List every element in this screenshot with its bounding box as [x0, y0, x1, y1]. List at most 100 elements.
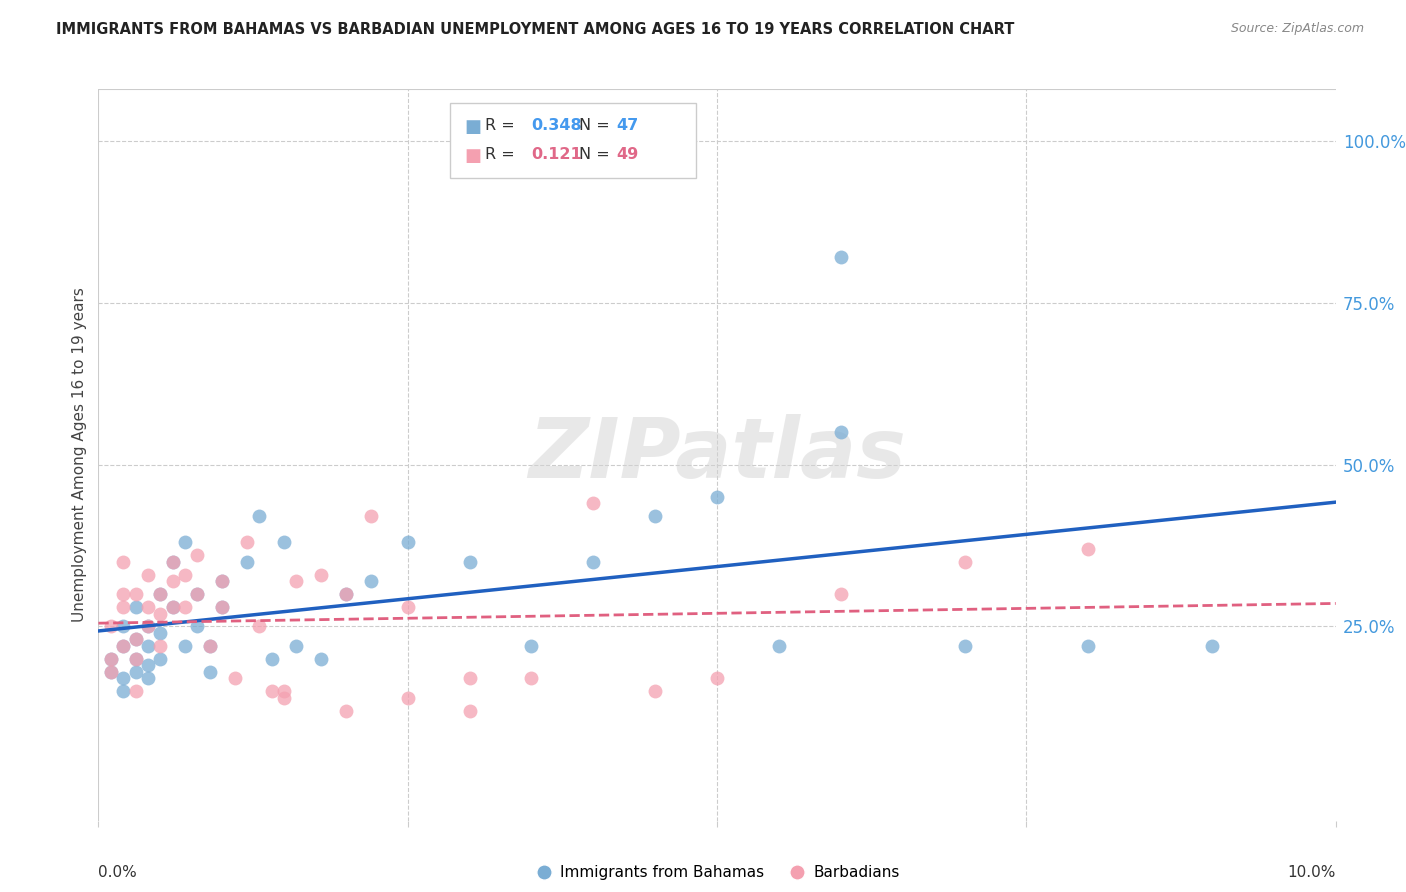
Point	[1201, 639, 1223, 653]
Point	[162, 555, 184, 569]
Point	[458, 555, 481, 569]
Point	[335, 587, 357, 601]
Point	[706, 490, 728, 504]
Point	[124, 600, 146, 615]
Point	[396, 600, 419, 615]
Text: ■: ■	[464, 147, 481, 165]
Point	[309, 652, 332, 666]
Point	[100, 665, 122, 679]
Point	[273, 535, 295, 549]
Point	[520, 639, 543, 653]
Point	[830, 425, 852, 440]
Point	[186, 548, 208, 562]
Point	[136, 600, 159, 615]
Point	[186, 619, 208, 633]
Point	[396, 535, 419, 549]
Y-axis label: Unemployment Among Ages 16 to 19 years: Unemployment Among Ages 16 to 19 years	[72, 287, 87, 623]
Legend: Immigrants from Bahamas, Barbadians: Immigrants from Bahamas, Barbadians	[529, 859, 905, 886]
Point	[136, 671, 159, 685]
Point	[162, 600, 184, 615]
Point	[100, 619, 122, 633]
Point	[136, 567, 159, 582]
Point	[124, 684, 146, 698]
Point	[520, 671, 543, 685]
Point	[198, 665, 221, 679]
Point	[211, 600, 233, 615]
Point	[211, 574, 233, 589]
Point	[768, 639, 790, 653]
Point	[260, 684, 283, 698]
Text: Source: ZipAtlas.com: Source: ZipAtlas.com	[1230, 22, 1364, 36]
Point	[273, 690, 295, 705]
Point	[236, 535, 259, 549]
Text: R =: R =	[485, 118, 520, 133]
Point	[112, 684, 135, 698]
Point	[124, 652, 146, 666]
Text: ZIPatlas: ZIPatlas	[529, 415, 905, 495]
Point	[458, 704, 481, 718]
Point	[100, 665, 122, 679]
Point	[112, 639, 135, 653]
Point	[124, 632, 146, 647]
Point	[149, 607, 172, 621]
Point	[582, 555, 605, 569]
Text: 0.348: 0.348	[531, 118, 582, 133]
Text: N =: N =	[579, 147, 616, 162]
Point	[174, 535, 197, 549]
Point	[285, 639, 308, 653]
Point	[124, 632, 146, 647]
Text: ■: ■	[464, 118, 481, 136]
Point	[149, 626, 172, 640]
Point	[149, 652, 172, 666]
Point	[260, 652, 283, 666]
Point	[136, 619, 159, 633]
Point	[360, 574, 382, 589]
Point	[112, 555, 135, 569]
Point	[136, 639, 159, 653]
Point	[458, 671, 481, 685]
Point	[149, 587, 172, 601]
Point	[162, 555, 184, 569]
Point	[1077, 541, 1099, 556]
Text: R =: R =	[485, 147, 524, 162]
Point	[224, 671, 246, 685]
Point	[953, 555, 976, 569]
Point	[186, 587, 208, 601]
Point	[136, 619, 159, 633]
Point	[396, 690, 419, 705]
Point	[198, 639, 221, 653]
Point	[112, 671, 135, 685]
Text: 47: 47	[616, 118, 638, 133]
Point	[706, 671, 728, 685]
Point	[830, 251, 852, 265]
Text: 0.0%: 0.0%	[98, 864, 138, 880]
Point	[186, 587, 208, 601]
Point	[174, 600, 197, 615]
Point	[1077, 639, 1099, 653]
Point	[247, 619, 270, 633]
Point	[149, 587, 172, 601]
Point	[335, 704, 357, 718]
Point	[360, 509, 382, 524]
Point	[174, 639, 197, 653]
Text: N =: N =	[579, 118, 616, 133]
Text: 0.121: 0.121	[531, 147, 582, 162]
Point	[149, 639, 172, 653]
Point	[136, 658, 159, 673]
Point	[236, 555, 259, 569]
Point	[112, 600, 135, 615]
Text: 49: 49	[616, 147, 638, 162]
Point	[112, 639, 135, 653]
Point	[309, 567, 332, 582]
Point	[285, 574, 308, 589]
Point	[162, 600, 184, 615]
Point	[335, 587, 357, 601]
Point	[247, 509, 270, 524]
Point	[582, 496, 605, 510]
Point	[198, 639, 221, 653]
Point	[100, 652, 122, 666]
Point	[211, 600, 233, 615]
Point	[830, 587, 852, 601]
Text: 10.0%: 10.0%	[1288, 864, 1336, 880]
Point	[100, 652, 122, 666]
